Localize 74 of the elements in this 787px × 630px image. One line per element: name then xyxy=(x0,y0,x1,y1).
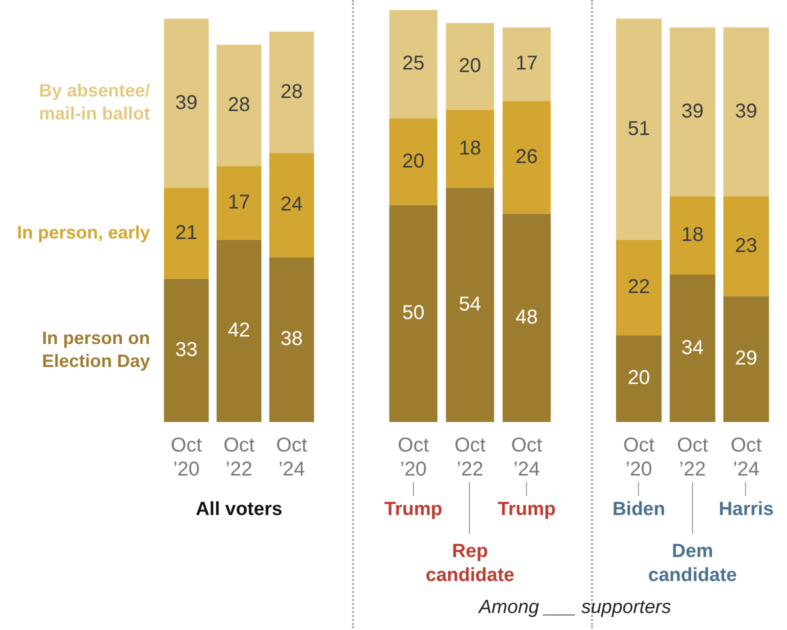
x-tick-label: Oct ’22 xyxy=(223,434,255,481)
text: All voters xyxy=(196,499,282,520)
bar xyxy=(616,335,662,422)
series-label: In person, early xyxy=(16,222,150,242)
data-label: 26 xyxy=(516,146,538,168)
data-label: 23 xyxy=(735,234,758,257)
bar xyxy=(446,188,494,422)
bar xyxy=(164,278,209,422)
bar xyxy=(164,18,209,188)
annotation: Biden xyxy=(612,499,666,520)
data-label: 28 xyxy=(280,80,303,103)
data-label: 28 xyxy=(228,94,250,116)
bar xyxy=(269,257,314,422)
bar xyxy=(670,274,716,422)
bar xyxy=(616,18,662,240)
data-label: 48 xyxy=(516,306,538,328)
annotation: Harris xyxy=(718,499,774,520)
bar xyxy=(389,205,438,422)
x-tick-label: Oct ’20 xyxy=(623,434,655,481)
bar xyxy=(446,23,494,110)
data-label: 20 xyxy=(628,367,650,390)
bar xyxy=(723,196,769,296)
data-label: 50 xyxy=(402,302,424,324)
text: Among ___ supporters xyxy=(477,597,672,619)
data-label: 18 xyxy=(458,137,482,160)
bar xyxy=(216,44,262,166)
data-label: 34 xyxy=(681,336,704,359)
annotation: Trump xyxy=(384,499,442,520)
data-label: 24 xyxy=(280,194,303,216)
bar xyxy=(723,27,769,196)
bar xyxy=(269,153,314,258)
bar xyxy=(670,27,716,196)
bar xyxy=(389,10,438,118)
data-label: 42 xyxy=(228,319,250,342)
x-tick-label: Oct ’24 xyxy=(276,434,308,481)
data-label: 17 xyxy=(228,192,250,214)
x-tick-label: Oct ’24 xyxy=(511,434,543,481)
x-tick-label: Oct ’22 xyxy=(454,434,486,481)
x-tick-label: Oct ’22 xyxy=(676,434,708,481)
data-label: 25 xyxy=(402,52,424,75)
x-tick-label: Oct ’24 xyxy=(730,434,762,481)
bar xyxy=(723,296,769,422)
bar xyxy=(502,27,551,102)
series-label: By absentee/mail-in ballot xyxy=(38,80,150,124)
annotation: Trump xyxy=(498,499,556,520)
annotation: Dem candidate xyxy=(648,541,737,586)
bar xyxy=(616,240,662,336)
bar xyxy=(216,240,262,422)
data-label: 39 xyxy=(735,100,758,122)
series-label: In person on Election Day xyxy=(42,328,150,371)
data-label: 33 xyxy=(175,338,198,361)
data-label: 20 xyxy=(402,150,424,172)
x-tick-label: Oct ’20 xyxy=(398,434,430,481)
bar xyxy=(164,188,209,279)
data-label: 29 xyxy=(735,348,758,370)
data-label: 39 xyxy=(681,100,704,122)
bar xyxy=(446,110,494,188)
bar xyxy=(269,32,314,154)
data-label: 17 xyxy=(516,52,538,75)
bar xyxy=(502,214,551,422)
bar xyxy=(670,196,716,275)
bar xyxy=(389,118,438,206)
data-label: 22 xyxy=(628,276,650,298)
data-label: 20 xyxy=(458,54,482,77)
data-label: 38 xyxy=(280,328,303,350)
x-tick-label: Oct ’20 xyxy=(170,434,202,481)
annotation: Rep candidate xyxy=(426,541,514,586)
data-label: 39 xyxy=(175,92,198,114)
data-label: 51 xyxy=(628,118,650,140)
data-label: 21 xyxy=(175,222,198,244)
bar xyxy=(502,101,551,214)
data-label: 18 xyxy=(681,224,704,246)
data-label: 54 xyxy=(458,293,482,316)
bar xyxy=(216,166,262,240)
